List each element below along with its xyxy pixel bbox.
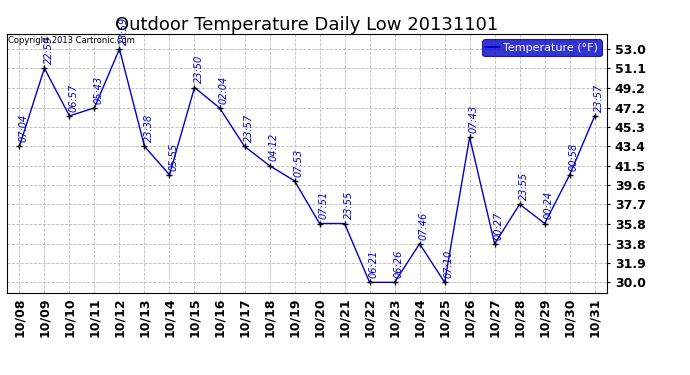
Text: 23:50: 23:50	[194, 55, 204, 83]
Text: 23:55: 23:55	[344, 191, 354, 219]
Text: 23:57: 23:57	[244, 114, 254, 142]
Text: 07:51: 07:51	[319, 191, 328, 219]
Text: 23:57: 23:57	[594, 84, 604, 112]
Text: 00:58: 00:58	[569, 142, 579, 171]
Text: 23:59: 23:59	[119, 16, 128, 45]
Text: 06:26: 06:26	[394, 250, 404, 278]
Text: 02:04: 02:04	[219, 75, 228, 104]
Text: 00:27: 00:27	[494, 211, 504, 240]
Text: 07:43: 07:43	[469, 105, 479, 133]
Text: 07:10: 07:10	[444, 250, 454, 278]
Text: 07:46: 07:46	[419, 211, 428, 240]
Text: 07:53: 07:53	[294, 148, 304, 177]
Text: 23:38: 23:38	[144, 114, 154, 142]
Text: Copyright 2013 Cartronic.com: Copyright 2013 Cartronic.com	[8, 36, 135, 45]
Text: 05:55: 05:55	[168, 142, 179, 171]
Legend: Temperature (°F): Temperature (°F)	[482, 39, 602, 56]
Text: 06:57: 06:57	[68, 84, 79, 112]
Text: 00:24: 00:24	[544, 191, 554, 219]
Text: 22:59: 22:59	[43, 36, 54, 64]
Text: 23:55: 23:55	[519, 172, 529, 200]
Text: 07:04: 07:04	[19, 114, 28, 142]
Text: 05:43: 05:43	[94, 75, 104, 104]
Text: 06:21: 06:21	[368, 250, 379, 278]
Text: 04:12: 04:12	[268, 133, 279, 162]
Title: Outdoor Temperature Daily Low 20131101: Outdoor Temperature Daily Low 20131101	[115, 16, 499, 34]
